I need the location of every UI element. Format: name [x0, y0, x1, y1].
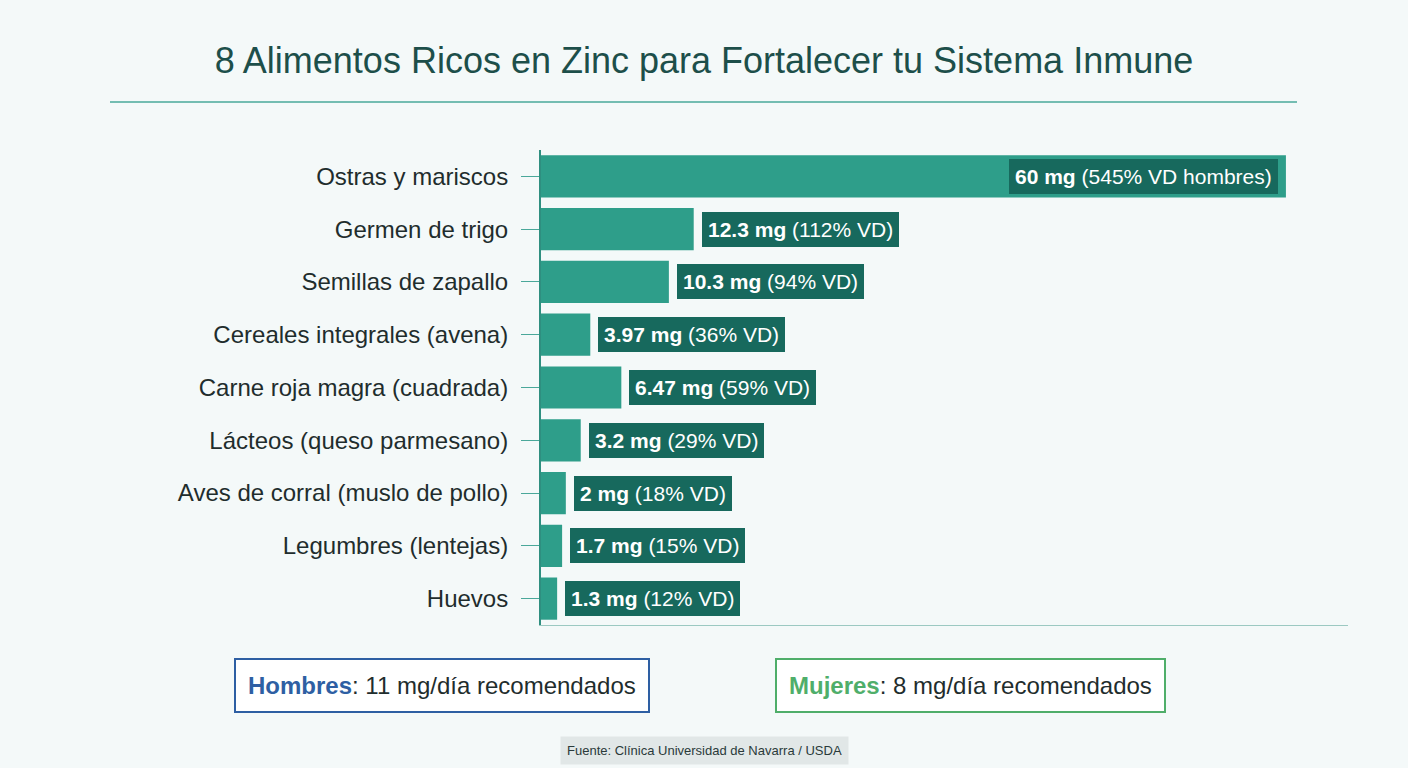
svg-text:Germen de trigo: Germen de trigo [335, 216, 508, 243]
svg-text:3.2 mg (29% VD): 3.2 mg (29% VD) [595, 429, 758, 452]
svg-text:10.3 mg (94% VD): 10.3 mg (94% VD) [683, 270, 858, 293]
svg-text:3.97 mg (36% VD): 3.97 mg (36% VD) [604, 323, 779, 346]
svg-text:Carne roja magra (cuadrada): Carne roja magra (cuadrada) [199, 374, 508, 401]
svg-text:2 mg (18% VD): 2 mg (18% VD) [580, 482, 726, 505]
svg-text:Cereales integrales (avena): Cereales integrales (avena) [213, 321, 508, 348]
svg-text:6.47 mg (59% VD): 6.47 mg (59% VD) [635, 376, 810, 399]
svg-text:Ostras y mariscos: Ostras y mariscos [316, 163, 508, 190]
svg-text:1.3 mg (12% VD): 1.3 mg (12% VD) [571, 587, 734, 610]
svg-text:12.3 mg (112% VD): 12.3 mg (112% VD) [708, 218, 893, 241]
svg-text:Semillas de zapallo: Semillas de zapallo [301, 268, 508, 295]
svg-text:8 Alimentos Ricos en Zinc para: 8 Alimentos Ricos en Zinc para Fortalece… [215, 40, 1193, 81]
svg-text:Lácteos (queso parmesano): Lácteos (queso parmesano) [209, 427, 508, 454]
svg-text:Mujeres: 8 mg/día recomendados: Mujeres: 8 mg/día recomendados [789, 672, 1152, 699]
svg-text:60 mg (545% VD hombres): 60 mg (545% VD hombres) [1015, 165, 1272, 188]
svg-text:Huevos: Huevos [427, 585, 508, 612]
svg-text:1.7 mg (15% VD): 1.7 mg (15% VD) [576, 534, 739, 557]
svg-text:Aves de corral (muslo de pollo: Aves de corral (muslo de pollo) [178, 479, 508, 506]
svg-text:Legumbres (lentejas): Legumbres (lentejas) [283, 532, 508, 559]
svg-text:Fuente: Clínica Universidad de: Fuente: Clínica Universidad de Navarra /… [567, 743, 842, 758]
svg-text:Hombres: 11 mg/día recomendado: Hombres: 11 mg/día recomendados [248, 672, 636, 699]
